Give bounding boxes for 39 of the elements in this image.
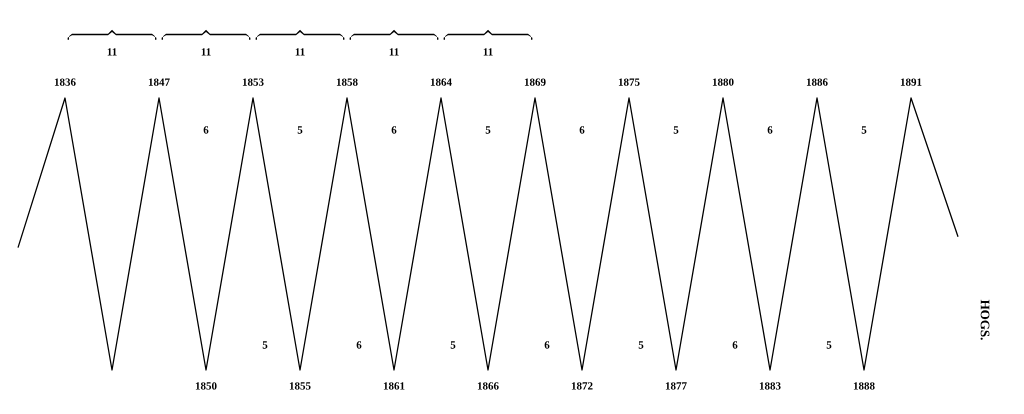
x-tick-label: 1891 xyxy=(900,78,922,86)
x-tick-label: 1888 xyxy=(853,382,875,390)
annotation: 6 xyxy=(356,341,362,349)
text: 11 xyxy=(389,48,399,56)
annotation: 5 xyxy=(297,126,303,134)
x-tick-label: 1861 xyxy=(383,382,405,390)
x-tick-label: 1869 xyxy=(524,78,546,86)
x-tick-label: 1853 xyxy=(242,78,264,86)
x-tick-label: 1836 xyxy=(54,78,76,86)
annotation: 6 xyxy=(203,126,209,134)
x-tick-label: 1872 xyxy=(571,382,593,390)
annotation: 5 xyxy=(262,341,268,349)
x-tick-label: 1877 xyxy=(665,382,687,390)
text: 11 xyxy=(295,48,305,56)
annotation: 5 xyxy=(673,126,679,134)
annotation: 5 xyxy=(826,341,832,349)
annotation: 6 xyxy=(767,126,773,134)
text: 11 xyxy=(483,48,493,56)
annotation: 6 xyxy=(544,341,550,349)
x-tick-label: 1858 xyxy=(336,78,358,86)
x-tick-label: 1886 xyxy=(806,78,828,86)
text: 11 xyxy=(201,48,211,56)
annotation: 5 xyxy=(485,126,491,134)
x-tick-label: 1866 xyxy=(477,382,499,390)
annotation: 5 xyxy=(450,341,456,349)
x-tick-label: 1850 xyxy=(195,382,217,390)
annotation: 5 xyxy=(638,341,644,349)
x-tick-label: 1883 xyxy=(759,382,781,390)
annotation: 6 xyxy=(391,126,397,134)
x-tick-label: 1864 xyxy=(430,78,452,86)
x-tick-label: 1880 xyxy=(712,78,734,86)
annotation: 5 xyxy=(861,126,867,134)
x-tick-label: 1847 xyxy=(148,78,170,86)
x-tick-label: 1855 xyxy=(289,382,311,390)
text: HOGS. xyxy=(980,299,990,340)
x-tick-label: 1875 xyxy=(618,78,640,86)
text: 11 xyxy=(107,48,117,56)
annotation: 6 xyxy=(579,126,585,134)
annotation: 6 xyxy=(732,341,738,349)
